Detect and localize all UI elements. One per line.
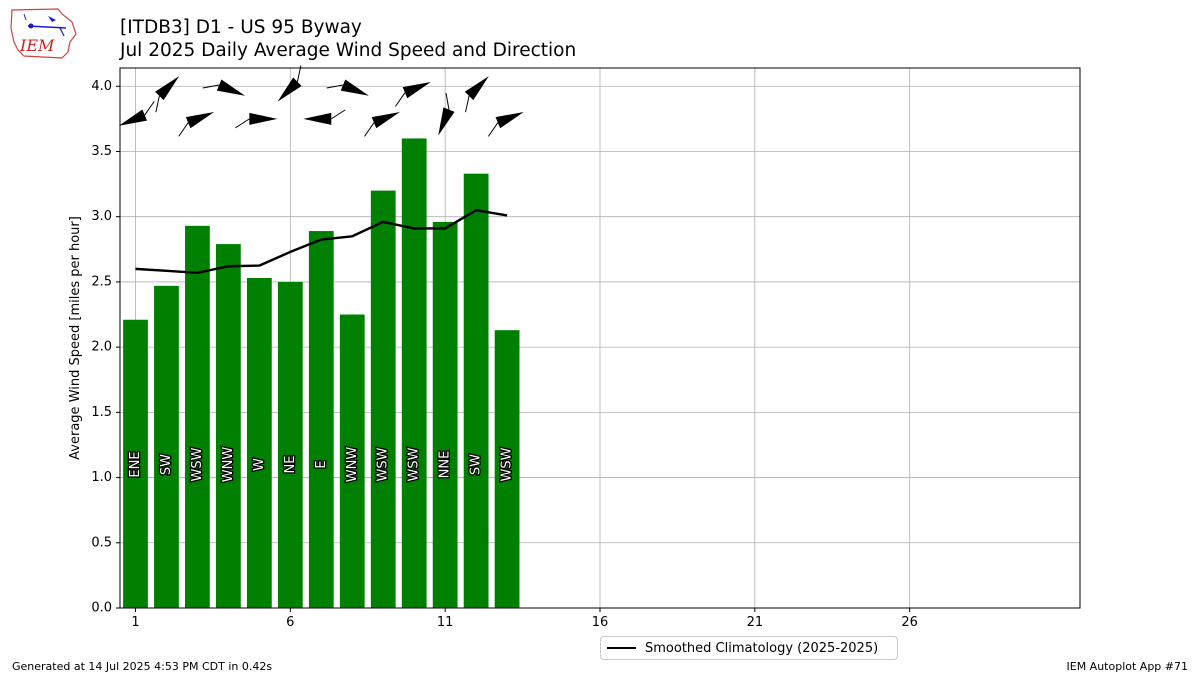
y-tick-label: 3.0 [91, 209, 112, 224]
x-tick-label: 16 [592, 615, 609, 630]
logo-text: IEM [19, 36, 55, 55]
y-tick-label: 0.5 [91, 535, 112, 550]
wind-arrow-tail [326, 84, 344, 89]
wind-arrow-head [216, 79, 246, 96]
x-tick-label: 1 [131, 615, 139, 630]
y-tick-label: 1.5 [91, 405, 112, 420]
y-tick-label: 2.0 [91, 340, 112, 355]
climatology-layer [135, 208, 508, 274]
bar-day-5 [246, 278, 272, 608]
generated-footer: Generated at 14 Jul 2025 4:53 PM CDT in … [12, 660, 273, 673]
wind-arrow-head [118, 109, 148, 126]
wind-arrow-head [155, 76, 180, 101]
direction-label: WSW [190, 447, 205, 481]
wind-arrow-tail [331, 109, 346, 120]
wind-arrow [438, 93, 455, 136]
wind-arrow [118, 101, 155, 126]
bar-day-2 [154, 285, 179, 608]
wind-arrow [277, 65, 302, 102]
wind-arrow [155, 76, 180, 113]
legend: Smoothed Climatology (2025-2025) [600, 636, 898, 660]
wind-arrow-head [438, 107, 455, 136]
bar-day-6 [277, 281, 303, 608]
direction-label: WSW [407, 447, 422, 481]
iem-logo: IEM [10, 8, 77, 59]
climatology-line [135, 208, 508, 274]
x-tick-label: 26 [901, 615, 918, 630]
direction-label: NNE [438, 451, 453, 479]
wind-arrow [178, 111, 215, 137]
wind-arrow-tail [144, 101, 155, 116]
app-footer: IEM Autoplot App #71 [1066, 660, 1189, 673]
x-tick-label: 11 [437, 615, 454, 630]
wind-arrow [326, 79, 369, 96]
bar-day-8 [339, 314, 365, 608]
wind-arrow-head [249, 112, 278, 125]
wind-arrow-head [277, 77, 302, 102]
wind-arrow-tail [364, 122, 375, 137]
wind-arrow [464, 76, 489, 113]
direction-labels: ENE SW WSW WNW W NE E WNW WSW WSW NNE SW WSW [127, 445, 516, 483]
direction-label: SW [159, 454, 174, 475]
wind-arrows [118, 65, 524, 137]
chart-subtitle: Jul 2025 Daily Average Wind Speed and Di… [120, 40, 577, 61]
bar-day-1 [123, 319, 148, 608]
direction-label: W [252, 458, 267, 471]
bar-day-12 [463, 173, 489, 609]
direction-label: SW [469, 454, 484, 475]
wind-arrow-head [402, 81, 431, 99]
legend-label: Smoothed Climatology (2025-2025) [645, 640, 879, 656]
y-tick-label: 0.0 [91, 601, 112, 616]
y-tick-label: 3.5 [91, 144, 112, 159]
bar-day-11 [432, 221, 458, 609]
wind-arrow [487, 111, 524, 137]
wind-arrow-head [303, 112, 332, 125]
legend-line-swatch [607, 647, 636, 649]
direction-label: WSW [500, 447, 515, 481]
wind-arrow [235, 112, 278, 129]
bar-day-4 [216, 244, 241, 608]
bar-day-10 [401, 138, 427, 608]
direction-label: ENE [128, 451, 143, 477]
wind-arrow-tail [235, 118, 250, 129]
direction-label: WNW [345, 447, 360, 483]
bar-day-3 [185, 225, 210, 608]
wind-arrow [202, 79, 246, 96]
bar-day-13 [494, 330, 520, 608]
direction-label: NE [283, 456, 298, 474]
x-tick-label: 6 [286, 615, 294, 630]
direction-label: WNW [221, 447, 236, 483]
bar-day-7 [308, 231, 334, 609]
y-tick-label: 2.5 [91, 274, 112, 289]
x-tick-label: 21 [747, 615, 764, 630]
wind-arrow-head [340, 79, 369, 96]
wind-arrow-tail [155, 95, 160, 113]
wind-arrow-tail [445, 93, 450, 110]
direction-label: E [314, 460, 329, 468]
y-tick-label: 4.0 [91, 79, 112, 94]
direction-label: WSW [376, 447, 391, 481]
bars [123, 138, 520, 609]
wind-arrow-head [371, 111, 400, 129]
y-axis-label: Average Wind Speed [miles per hour] [68, 216, 83, 460]
wind-arrow-tail [487, 122, 499, 137]
wind-arrow-head [185, 111, 215, 129]
wind-arrow-head [495, 111, 524, 129]
wind-arrow [395, 81, 431, 107]
wind-arrow [364, 111, 400, 137]
wind-arrow-tail [395, 92, 406, 107]
chart-title: [ITDB3] D1 - US 95 Byway [120, 17, 362, 38]
axis-ticks: 0.00.51.01.52.02.53.03.54.01 6 11 16 21 26 [91, 79, 918, 630]
y-tick-label: 1.0 [91, 470, 112, 485]
wind-arrow-tail [202, 84, 220, 89]
wind-arrow-head [464, 76, 489, 101]
wind-arrow-tail [178, 122, 189, 137]
bar-day-9 [370, 190, 396, 608]
wind-arrow [303, 109, 346, 125]
wind-arrow-tail [465, 95, 470, 113]
